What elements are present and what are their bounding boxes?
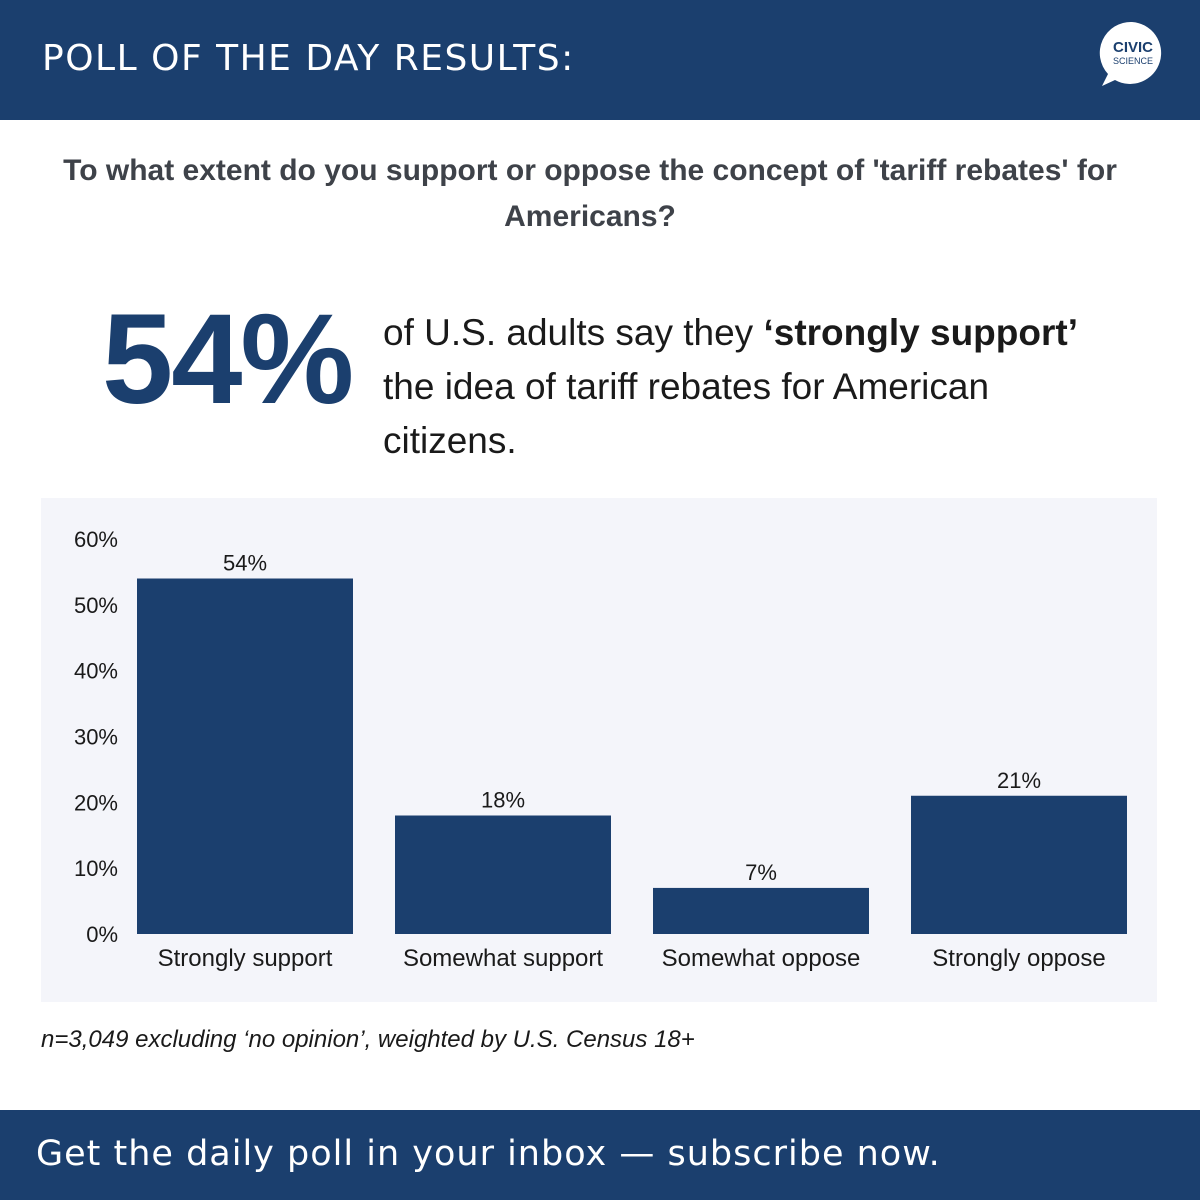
bar-value-label: 21% — [997, 768, 1041, 793]
bar-chart: 0% 10% 20% 30% 40% 50% 60% 54% Strongly support 1… — [74, 527, 1127, 972]
logo-text-science: SCIENCE — [1113, 56, 1153, 66]
highlight-percentage: 54% — [102, 288, 354, 431]
poll-question: To what extent do you support or oppose … — [63, 154, 1117, 233]
category-label: Strongly support — [158, 945, 333, 972]
y-tick-label: 10% — [74, 856, 118, 881]
header-banner: POLL OF THE DAY RESULTS: CIVIC SCIENCE — [0, 0, 1200, 120]
y-tick-label: 50% — [74, 593, 118, 618]
logo-text-civic: CIVIC — [1113, 39, 1153, 56]
category-label: Somewhat support — [403, 945, 603, 972]
bar — [395, 815, 611, 934]
header-title: POLL OF THE DAY RESULTS: — [42, 38, 575, 79]
y-tick-label: 60% — [74, 527, 118, 552]
highlight-text-before: of U.S. adults say they — [383, 312, 764, 353]
y-tick-label: 0% — [86, 922, 118, 947]
footer-banner[interactable]: Get the daily poll in your inbox — subsc… — [0, 1110, 1200, 1200]
bar-value-label: 54% — [223, 551, 267, 576]
category-label: Strongly oppose — [932, 945, 1105, 972]
sample-footnote: n=3,049 excluding ‘no opinion’, weighted… — [41, 1026, 695, 1053]
y-tick-label: 30% — [74, 725, 118, 750]
bar — [137, 578, 353, 934]
highlight-text-after: the idea of tariff rebates for American … — [383, 366, 990, 461]
highlight-description: of U.S. adults say they ‘strongly suppor… — [383, 306, 1123, 468]
bar — [653, 887, 869, 934]
highlight-text-bold: ‘strongly support’ — [763, 312, 1078, 353]
subscribe-cta[interactable]: Get the daily poll in your inbox — subsc… — [36, 1134, 941, 1174]
y-tick-label: 20% — [74, 790, 118, 815]
chart-panel: 0% 10% 20% 30% 40% 50% 60% 54% Strongly support 1… — [41, 498, 1157, 1002]
y-tick-label: 40% — [74, 659, 118, 684]
bar-value-label: 18% — [481, 788, 525, 813]
bar-value-label: 7% — [745, 860, 777, 885]
civic-science-logo: CIVIC SCIENCE — [1099, 21, 1162, 86]
category-label: Somewhat oppose — [662, 945, 861, 972]
bar — [911, 795, 1127, 934]
